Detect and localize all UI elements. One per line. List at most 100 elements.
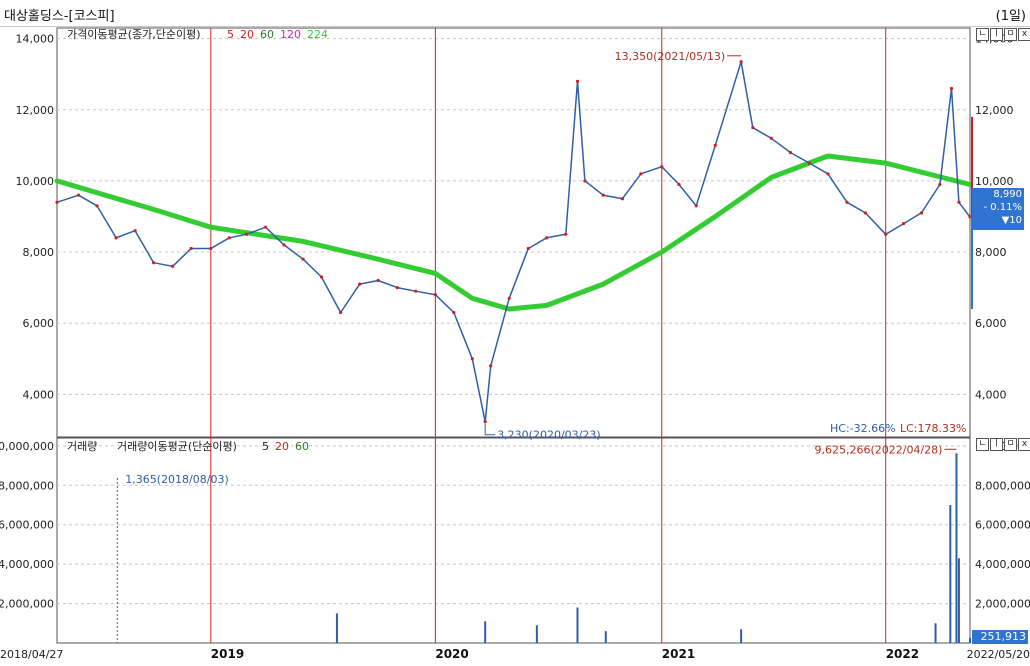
volume-min-annotation: 1,365(2018/08/03) <box>125 473 228 486</box>
volume-panel-controls: ㄴ ㅣ ㅁ x <box>976 438 1030 451</box>
volume-bar <box>576 607 579 643</box>
close-price-point <box>452 310 456 315</box>
price-axis-tick-right: 6,000 <box>975 317 1007 330</box>
close-price-point <box>694 204 698 208</box>
volume-panel-min-button[interactable]: ㄴ <box>976 438 989 451</box>
close-price-point <box>601 193 605 197</box>
close-price-point <box>807 161 812 165</box>
last-volume-tag: 251,913 <box>972 630 1028 644</box>
close-price-point <box>739 60 743 64</box>
volume-axis-tick-left: 2,000,000 <box>0 598 54 611</box>
x-axis-year-label: 2021 <box>662 647 695 661</box>
price-panel-frame <box>56 27 971 438</box>
volume-axis-tick-right: 2,000,000 <box>975 598 1030 611</box>
close-price-point <box>677 182 681 187</box>
x-axis-year-label: 2022 <box>886 647 919 661</box>
volume-panel-close-button[interactable]: x <box>1018 438 1030 451</box>
volume-legend-ma-period: 20 <box>275 440 289 453</box>
price-panel-max-button[interactable]: ㅁ <box>1004 28 1017 41</box>
price-axis-tick-right: 8,000 <box>975 246 1007 259</box>
x-axis-year-label: 2020 <box>435 647 468 661</box>
volume-bar <box>969 638 971 643</box>
volume-bar <box>949 505 952 643</box>
price-legend-label: 가격이동평균(종가,단순이평) <box>67 28 201 41</box>
close-price-point <box>244 232 249 236</box>
price-axis-tick-left: 10,000 <box>16 175 55 188</box>
volume-legend-label: 거래량 <box>67 440 97 453</box>
volume-bar <box>957 558 960 643</box>
volume-panel-frame <box>56 437 971 644</box>
close-price-point <box>583 179 587 183</box>
x-axis-year-label: 2019 <box>211 647 244 661</box>
close-price-point <box>301 257 305 261</box>
volume-bar <box>955 453 958 643</box>
close-price-point <box>227 236 231 240</box>
close-price-point <box>919 211 923 215</box>
close-price-point <box>826 172 830 176</box>
close-price-point <box>151 261 156 265</box>
price-axis-tick-left: 6,000 <box>23 317 55 330</box>
last-price-tag: 8,990 - 0.11% ▼10 <box>972 188 1024 230</box>
volume-panel-restore-button[interactable]: ㅣ <box>990 438 1003 451</box>
close-price-point <box>507 296 511 300</box>
price-range-bar-down <box>971 216 973 309</box>
volume-bar <box>484 621 487 643</box>
price-panel-close-button[interactable]: x <box>1018 28 1030 41</box>
close-price-point <box>95 204 99 208</box>
x-axis-end-label: 2022/05/20 <box>967 648 1030 661</box>
volume-axis-tick-left: 4,000,000 <box>0 558 54 571</box>
volume-bar <box>335 613 338 643</box>
close-price-point <box>751 125 755 130</box>
close-price-point <box>769 136 773 140</box>
high-annotation: 13,350(2021/05/13) <box>615 50 725 63</box>
close-price-point <box>55 200 59 204</box>
price-axis-tick-right: 10,000 <box>975 175 1014 188</box>
close-price-point <box>433 293 437 297</box>
close-price-point <box>483 420 487 424</box>
close-price-point <box>319 275 324 279</box>
price-axis-tick-left: 12,000 <box>16 104 55 117</box>
close-price-point <box>209 246 213 251</box>
volume-panel-max-button[interactable]: ㅁ <box>1004 438 1017 451</box>
volume-bar <box>604 631 607 643</box>
close-price-point <box>189 246 193 251</box>
close-price-point <box>171 264 175 268</box>
window-title: 대상홀딩스-[코스피] <box>4 9 115 24</box>
price-panel-min-button[interactable]: ㄴ <box>976 28 989 41</box>
volume-bar <box>535 625 538 643</box>
price-range-bar-up <box>971 116 973 217</box>
volume-axis-tick-right: 6,000,000 <box>975 519 1030 532</box>
close-price-point <box>949 86 954 91</box>
hc-text: HC:-32.66% <box>830 422 896 435</box>
last-price: 8,990 <box>993 189 1022 200</box>
change-amt: ▼10 <box>1001 215 1022 226</box>
close-price-point <box>884 232 888 236</box>
price-legend-ma-period: 224 <box>307 28 328 41</box>
price-panel-restore-button[interactable]: ㅣ <box>990 28 1003 41</box>
price-panel-controls: ㄴ ㅣ ㅁ x <box>976 28 1030 41</box>
change-pct: - 0.11% <box>983 202 1022 213</box>
price-legend-ma-period: 20 <box>240 28 254 41</box>
close-price-point <box>845 200 849 204</box>
price-legend-ma-period: 120 <box>280 28 301 41</box>
close-price-point <box>957 200 961 204</box>
price-legend-ma-period: 60 <box>260 28 274 41</box>
volume-axis-tick-right: 4,000,000 <box>975 558 1030 571</box>
close-price-point <box>788 150 792 155</box>
volume-axis-tick-left: 8,000,000 <box>0 479 54 492</box>
close-price-point <box>620 197 624 201</box>
low-marker-line <box>484 423 496 436</box>
close-price-point <box>282 243 286 247</box>
close-price-point <box>938 182 942 187</box>
window-titlebar: 대상홀딩스-[코스피] (1일) <box>0 0 1030 27</box>
ma224-line <box>54 153 973 312</box>
price-axis-tick-right: 12,000 <box>975 104 1014 117</box>
close-price-point <box>968 215 972 219</box>
price-axis-tick-left: 8,000 <box>23 246 55 259</box>
period-label[interactable]: (1일) <box>995 9 1026 24</box>
close-price-point <box>339 310 343 315</box>
close-price-point <box>114 236 118 240</box>
close-price-point <box>414 289 418 293</box>
close-price-line <box>56 61 971 423</box>
